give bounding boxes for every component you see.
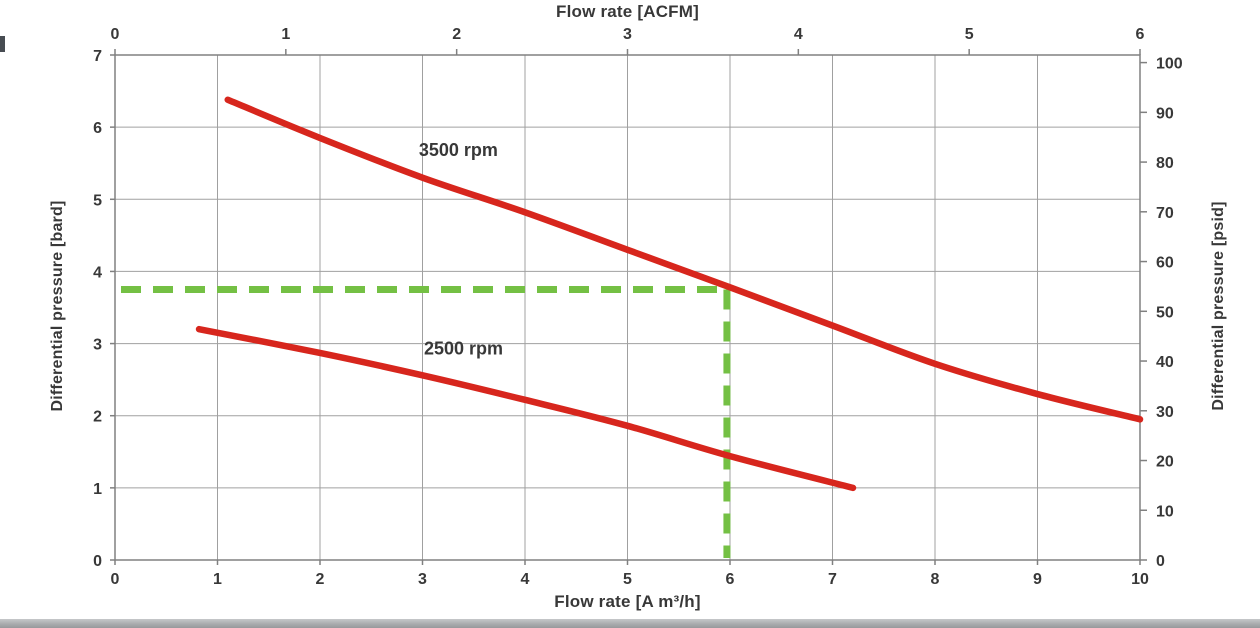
right-tick-label: 10 (1156, 503, 1174, 520)
chart-svg: 0 1 2 3 4 5 60 1 2 3 4 5 6 7 8 9 10012345670102030405060… (93, 26, 1183, 588)
top-tick-label: 3 (623, 26, 632, 43)
top-tick-label: 5 (965, 26, 974, 43)
left-tick-label: 5 (93, 192, 102, 209)
bottom-axis-title: Flow rate [A m³/h] (554, 592, 701, 611)
left-tick-label: 2 (93, 409, 102, 426)
bottom-tick-label: 3 (418, 571, 427, 588)
right-tick-label: 20 (1156, 454, 1174, 471)
bottom-tick-label: 0 (111, 571, 120, 588)
bottom-tick-label: 4 (521, 571, 530, 588)
series-label: 2500 rpm (424, 338, 503, 358)
left-tick-label: 7 (93, 48, 102, 65)
right-tick-label: 60 (1156, 255, 1174, 272)
bottom-tick-label: 8 (931, 571, 940, 588)
bottom-tick-label: 7 (828, 571, 837, 588)
top-tick-label: 0 (111, 26, 120, 43)
left-tick-label: 0 (93, 553, 102, 570)
series-label: 3500 rpm (419, 140, 498, 160)
right-tick-label: 70 (1156, 205, 1174, 222)
bottom-tick-label: 1 (213, 571, 222, 588)
series-curve (195, 325, 857, 492)
top-tick-label: 1 (281, 26, 290, 43)
right-tick-label: 80 (1156, 155, 1174, 172)
right-tick-label: 40 (1156, 354, 1174, 371)
bottom-tick-label: 6 (726, 571, 735, 588)
bottom-tick-label: 10 (1131, 571, 1149, 588)
left-tick-label: 6 (93, 120, 102, 137)
bottom-tick-label: 5 (623, 571, 632, 588)
top-tick-label: 6 (1136, 26, 1145, 43)
right-tick-label: 100 (1156, 56, 1183, 73)
right-axis-title: Differential pressure [psid] (1210, 201, 1227, 411)
right-tick-label: 90 (1156, 105, 1174, 122)
left-tick-label: 1 (93, 481, 102, 498)
left-axis-title: Differential pressure [bard] (49, 200, 66, 412)
left-tick-label: 3 (93, 337, 102, 354)
bottom-tick-label: 2 (316, 571, 325, 588)
bottom-divider-bar (0, 619, 1260, 628)
right-tick-label: 0 (1156, 553, 1165, 570)
screen-edge-artifact (0, 36, 5, 52)
series-curve (224, 96, 1144, 423)
right-tick-label: 30 (1156, 404, 1174, 421)
left-tick-label: 4 (93, 264, 102, 281)
bottom-tick-label: 9 (1033, 571, 1042, 588)
top-tick-label: 2 (452, 26, 461, 43)
top-tick-label: 4 (794, 26, 803, 43)
top-axis-title: Flow rate [ACFM] (556, 2, 699, 21)
right-tick-label: 50 (1156, 304, 1174, 321)
